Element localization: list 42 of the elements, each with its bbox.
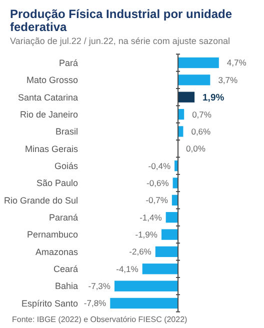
data-label: -0,4% <box>148 160 171 171</box>
y-tick-label: Rio de Janeiro <box>20 109 78 120</box>
y-tick-label: São Paulo <box>36 178 78 188</box>
y-tick-label: Rio Grande do Sul <box>4 195 78 206</box>
data-label: -7,3% <box>88 281 111 292</box>
bar <box>161 229 178 240</box>
y-tick-label: Brasil <box>55 126 78 137</box>
y-tick-label: Paraná <box>48 212 78 223</box>
y-tick-label: Amazonas <box>35 246 78 257</box>
data-label: -4,1% <box>116 264 139 274</box>
y-tick-label: Bahia <box>54 281 78 292</box>
bar <box>110 298 178 309</box>
y-tick-label: Santa Catarina <box>18 92 78 102</box>
chart-title: Produção Física Industrial por unidade federativa <box>10 7 232 34</box>
bar <box>178 74 210 86</box>
y-tick-label: Ceará <box>53 264 78 274</box>
data-label: -1,4% <box>140 212 162 222</box>
bar <box>114 280 178 292</box>
y-tick-label: Mato Grosso <box>26 75 78 86</box>
bar <box>178 92 195 102</box>
data-label: 0,6% <box>191 126 212 136</box>
y-tick-label: Espírito Santo <box>21 298 78 308</box>
data-label: 3,7% <box>218 74 238 85</box>
data-label: 0,7% <box>192 109 212 120</box>
data-label: -2,6% <box>129 246 152 257</box>
data-label: -0,7% <box>146 195 168 206</box>
data-label: 1,9% <box>202 92 225 104</box>
data-label: 0,0% <box>186 144 206 154</box>
y-tick-label: Goiás <box>54 160 78 171</box>
bar <box>178 57 219 68</box>
data-label: -7,8% <box>84 298 107 308</box>
source-note: Fonte: IBGE (2022) e Observatório FIESC (2022) <box>12 315 188 324</box>
y-tick-label: Pará <box>58 58 78 68</box>
chart-subtitle: Variação de jul.22 / jun.22, na série com ajuste sazonal <box>10 36 230 46</box>
bar <box>142 264 178 274</box>
bar <box>155 246 178 258</box>
data-label: 4,7% <box>226 58 247 68</box>
y-tick-label: Pernambuco <box>26 230 78 240</box>
data-label: -0,6% <box>146 178 170 188</box>
bar <box>166 212 178 223</box>
data-label: -1,9% <box>135 230 158 240</box>
y-tick-label: Minas Gerais <box>24 144 78 154</box>
